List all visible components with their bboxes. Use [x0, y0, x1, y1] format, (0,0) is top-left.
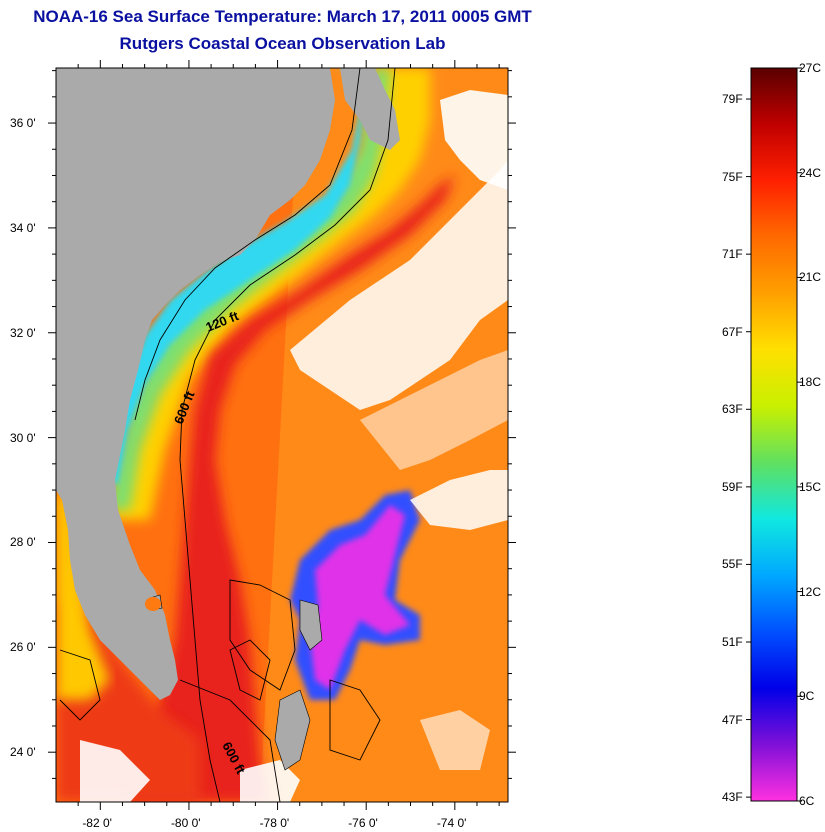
shelf-green-band: [108, 68, 390, 510]
bathymetry-contours: [59, 68, 396, 802]
shelf-cold-water: [108, 68, 368, 485]
fahrenheit-label: 47F: [722, 712, 743, 727]
celsius-label: 9C: [799, 689, 815, 704]
fahrenheit-label: 79F: [722, 92, 743, 107]
latitude-label: 28 0': [10, 535, 36, 550]
shelf-warm-band: [110, 68, 430, 520]
longitude-label: -76 0': [348, 816, 378, 830]
fahrenheit-label: 63F: [722, 402, 743, 417]
latitude-label: 30 0': [10, 430, 36, 445]
fahrenheit-label: 51F: [722, 634, 743, 649]
fahrenheit-label: 55F: [722, 557, 743, 572]
celsius-label: 18C: [799, 375, 822, 390]
celsius-label: 12C: [799, 584, 822, 599]
celsius-label: 15C: [799, 479, 822, 494]
map-frame: [55, 67, 509, 803]
landmass-outer-banks: [340, 68, 400, 150]
longitude-label: -74 0': [436, 816, 467, 830]
bahamas-islands: [149, 594, 323, 771]
map-ticks: [48, 60, 516, 810]
celsius-label: 6C: [799, 794, 815, 808]
map-title: NOAA-16 Sea Surface Temperature: March 1…: [33, 7, 532, 26]
fahrenheit-label: 67F: [722, 324, 743, 339]
fahrenheit-label: 71F: [722, 247, 743, 262]
celsius-label: 27C: [799, 61, 822, 75]
cloud-cover: [80, 90, 508, 802]
bahama-bank-magenta: [310, 505, 410, 690]
latitude-label: 24 0': [10, 745, 36, 760]
fahrenheit-label: 59F: [722, 479, 743, 494]
latitude-label: 36 0': [10, 116, 36, 131]
celsius-label: 21C: [799, 270, 822, 285]
fahrenheit-label: 43F: [722, 790, 743, 805]
colorbar-ticks: [746, 67, 802, 802]
landmass-us: [56, 68, 335, 700]
latitude-label: 32 0': [10, 325, 36, 340]
colorbar-scale: [750, 67, 798, 802]
longitude-label: -82 0': [82, 816, 112, 830]
map-area: 120 ft 600 ft 600 ft: [56, 68, 508, 802]
latitude-label: 26 0': [10, 640, 36, 655]
gulf-stream-core: [120, 175, 455, 802]
lake-okeechobee: [145, 597, 161, 611]
map-subtitle: Rutgers Coastal Ocean Observation Lab: [119, 34, 446, 53]
longitude-label: -80 0': [170, 816, 201, 830]
celsius-label: 24C: [799, 165, 822, 180]
fahrenheit-label: 75F: [722, 169, 743, 184]
latitude-label: 34 0': [10, 220, 36, 235]
longitude-label: -78 0': [259, 816, 290, 830]
